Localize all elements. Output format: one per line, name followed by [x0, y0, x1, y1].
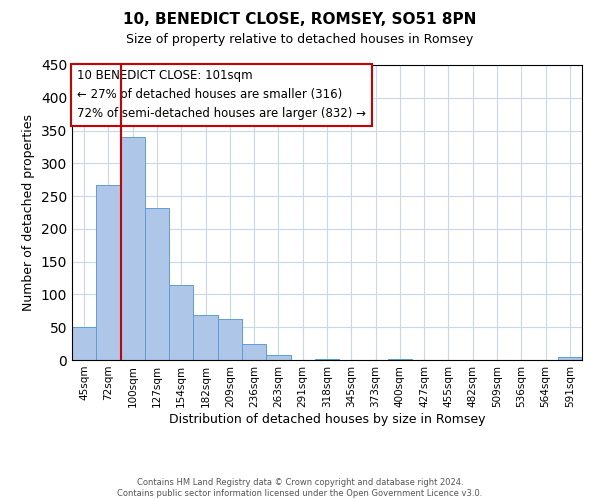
Bar — [242, 344, 266, 360]
Bar — [558, 356, 582, 360]
Bar — [315, 358, 339, 360]
Text: Size of property relative to detached houses in Romsey: Size of property relative to detached ho… — [127, 32, 473, 46]
Bar — [193, 316, 218, 360]
Bar — [96, 185, 121, 360]
Text: 10, BENEDICT CLOSE, ROMSEY, SO51 8PN: 10, BENEDICT CLOSE, ROMSEY, SO51 8PN — [124, 12, 476, 28]
Bar — [388, 358, 412, 360]
Bar — [121, 137, 145, 360]
Bar — [169, 284, 193, 360]
Bar — [266, 356, 290, 360]
Text: Contains HM Land Registry data © Crown copyright and database right 2024.
Contai: Contains HM Land Registry data © Crown c… — [118, 478, 482, 498]
X-axis label: Distribution of detached houses by size in Romsey: Distribution of detached houses by size … — [169, 412, 485, 426]
Bar — [145, 208, 169, 360]
Y-axis label: Number of detached properties: Number of detached properties — [22, 114, 35, 311]
Text: 10 BENEDICT CLOSE: 101sqm
← 27% of detached houses are smaller (316)
72% of semi: 10 BENEDICT CLOSE: 101sqm ← 27% of detac… — [77, 70, 366, 120]
Bar — [72, 327, 96, 360]
Bar — [218, 320, 242, 360]
